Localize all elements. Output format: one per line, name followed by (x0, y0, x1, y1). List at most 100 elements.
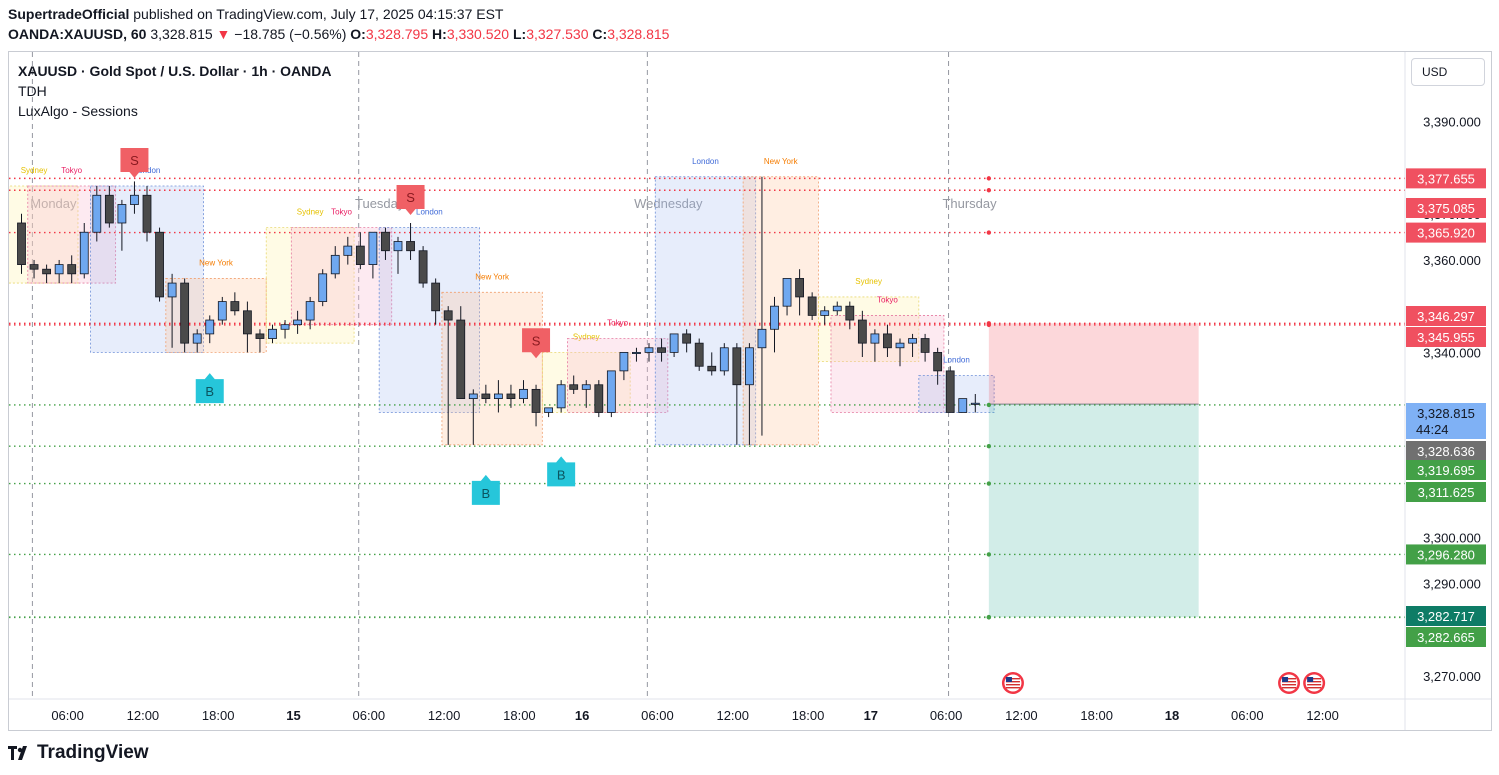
candle-countdown: 44:24 (1416, 422, 1449, 437)
signal-label: B (482, 486, 491, 501)
price-level-label: 3,345.955 (1417, 330, 1475, 345)
author-name[interactable]: SupertradeOfficial (8, 6, 130, 22)
candle-body (393, 241, 403, 252)
candle-body (305, 301, 315, 321)
time-tick: 16 (575, 708, 589, 723)
low-value: 3,327.530 (526, 26, 589, 42)
buy-signal: B (195, 373, 224, 404)
candle-body (694, 342, 704, 367)
time-tick: 12:00 (1005, 708, 1038, 723)
candle (581, 380, 591, 408)
time-tick: 18:00 (503, 708, 536, 723)
event-flag-icon (1001, 672, 1024, 694)
last-price-tag (1406, 403, 1486, 439)
candle (807, 292, 817, 321)
candle-body (807, 296, 817, 316)
candle (606, 370, 616, 418)
candle-body (406, 241, 415, 252)
candle (820, 306, 830, 325)
day-label: Tuesday (355, 196, 405, 211)
buy-signal: B (547, 456, 576, 487)
currency-selector[interactable]: USD (1411, 58, 1485, 86)
price-level-label: 3,282.665 (1417, 630, 1475, 645)
candle (255, 329, 265, 353)
price-level-label: 3,377.655 (1417, 171, 1475, 186)
candle-body (67, 264, 77, 275)
candle-body (92, 194, 102, 233)
price-level-label: 3,319.695 (1417, 463, 1475, 478)
candle-body (682, 333, 692, 344)
candle (242, 301, 252, 353)
time-tick: 06:00 (930, 708, 963, 723)
session-box (742, 176, 819, 446)
flag-stripe (1307, 678, 1322, 680)
time-tick: 15 (286, 708, 300, 723)
candle (493, 380, 503, 413)
symbol-label: OANDA:XAUUSD, 60 (8, 26, 147, 42)
candle-body (895, 342, 905, 349)
candle-body (544, 407, 553, 413)
candle (67, 255, 77, 284)
price-level-tag (1406, 544, 1486, 565)
candle-body (343, 245, 353, 256)
candle-body (581, 384, 591, 390)
indicator-sessions[interactable]: LuxAlgo - Sessions (18, 103, 138, 119)
close-label: C: (592, 26, 608, 42)
signal-label: B (205, 384, 214, 399)
session-label: London (416, 208, 443, 217)
candle-body (54, 264, 64, 275)
candle-body (657, 347, 666, 353)
candle (456, 306, 466, 400)
chart-frame[interactable] (8, 51, 1492, 731)
candle (556, 380, 566, 413)
sell-signal: S (120, 148, 149, 179)
indicator-tdh[interactable]: TDH (18, 83, 47, 99)
candle (54, 259, 64, 284)
tradingview-logo[interactable]: TradingView (8, 742, 149, 764)
sell-signal: S (396, 184, 425, 215)
low-label: L: (513, 26, 527, 42)
time-tick: 12:00 (428, 708, 461, 723)
candle (142, 186, 152, 242)
candle-body (418, 250, 428, 284)
candle-body (745, 347, 754, 386)
session-label: New York (764, 157, 799, 166)
level-dot (986, 615, 992, 620)
candle-body (920, 338, 930, 353)
price-tick: 3,300.000 (1423, 530, 1481, 545)
candle (443, 306, 453, 445)
candle (782, 278, 792, 316)
candle (42, 264, 51, 284)
candle (707, 352, 717, 376)
time-tick: 18:00 (1080, 708, 1113, 723)
session-label: Tokyo (877, 295, 898, 304)
session-label: Tokyo (607, 319, 628, 328)
day-label: Wednesday (634, 196, 703, 211)
day-label: Monday (30, 196, 77, 211)
price-level-label: 3,296.280 (1417, 547, 1475, 562)
candle (155, 227, 164, 302)
event-flag-icon (1278, 672, 1301, 694)
candle (180, 278, 190, 353)
candle (644, 343, 654, 362)
publish-date: published on TradingView.com, July 17, 2… (133, 6, 504, 22)
flag-stripe (1282, 681, 1297, 683)
candle (669, 333, 679, 358)
buy-marker (471, 474, 500, 505)
candle (92, 186, 102, 242)
candle (970, 393, 980, 413)
candle (117, 199, 127, 251)
candle (330, 246, 340, 279)
candle (895, 338, 905, 367)
candle (544, 407, 553, 418)
candle-body (167, 282, 177, 298)
flag-stripe (1307, 681, 1322, 683)
price-tick: 3,390.000 (1423, 114, 1481, 129)
candle (268, 324, 277, 344)
candle-body (431, 282, 441, 312)
price-tick: 3,270.000 (1423, 669, 1481, 684)
price-level-label: 3,346.297 (1417, 309, 1475, 324)
level-dot (986, 322, 992, 328)
candle (506, 384, 516, 408)
